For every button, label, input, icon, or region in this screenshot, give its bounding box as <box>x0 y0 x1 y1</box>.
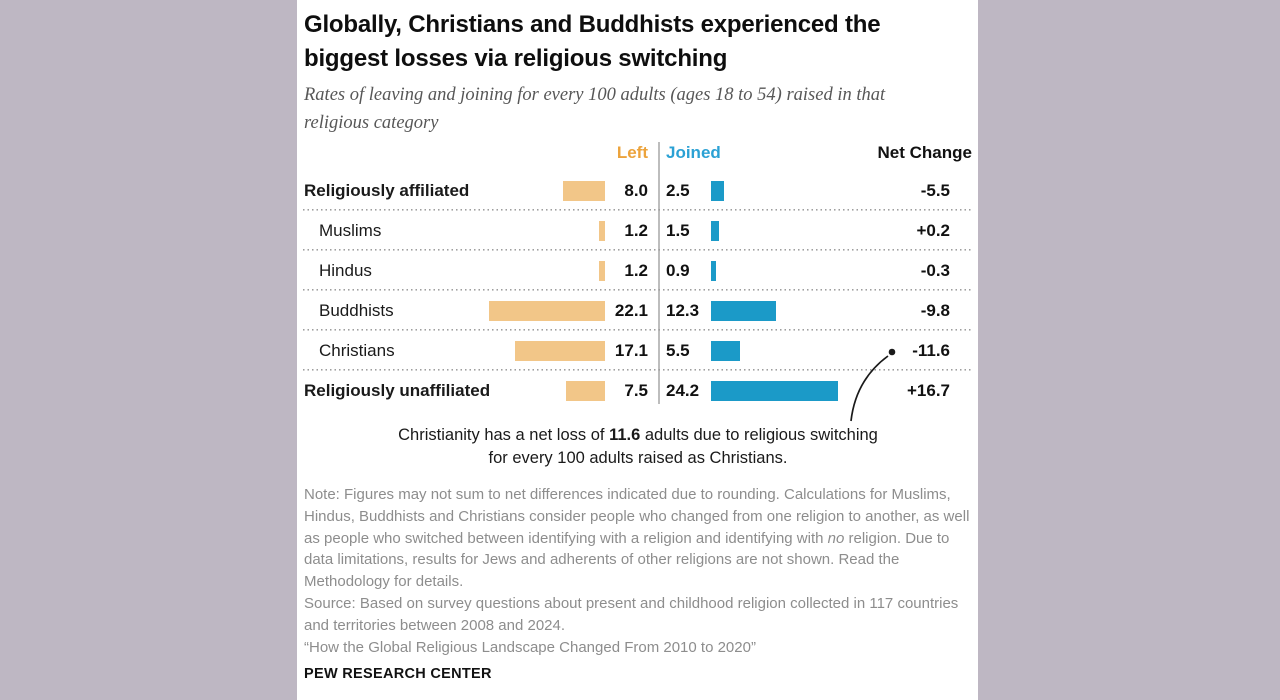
callout-annotation: Christianity has a net loss of 11.6 adul… <box>397 424 879 470</box>
left-value: 17.1 <box>614 341 648 360</box>
chart-card: Globally, Christians and Buddhists exper… <box>297 0 978 700</box>
joined-value: 1.5 <box>666 221 690 240</box>
joined-value: 2.5 <box>666 181 690 200</box>
annotation-text-after: adults due to religious switching for ev… <box>488 426 878 467</box>
note-text: Note: Figures may not sum to net differe… <box>304 484 971 593</box>
note-text-before: Note: Figures may not sum to net differe… <box>304 486 970 547</box>
left-value: 1.2 <box>624 261 648 280</box>
table-row: Buddhists 22.1 12.3 -9.8 <box>297 291 978 331</box>
left-value: 22.1 <box>614 301 648 320</box>
source-text: Source: Based on survey questions about … <box>304 595 959 634</box>
chart-subtitle: Rates of leaving and joining for every 1… <box>304 85 886 133</box>
net-change-value: +0.2 <box>916 221 950 240</box>
row-label: Buddhists <box>319 301 394 320</box>
left-value: 1.2 <box>624 221 648 240</box>
column-header-left: Left <box>616 143 648 162</box>
joined-bar <box>711 221 719 241</box>
chart-title: Globally, Christians and Buddhists exper… <box>304 11 881 72</box>
table-row: Religiously unaffiliated 7.5 24.2 +16.7 <box>297 371 978 411</box>
left-bar <box>488 301 605 321</box>
column-divider-line <box>658 142 660 404</box>
note-text-after: religion. Due to data limitations, resul… <box>304 529 950 591</box>
table-row: Religiously affiliated 8.0 2.5 -5.5 <box>297 171 978 211</box>
row-label: Muslims <box>319 221 382 240</box>
left-value: 8.0 <box>624 181 648 200</box>
pew-research-center-wordmark: PEW RESEARCH CENTER <box>304 666 492 682</box>
note-text-italic: no <box>827 529 845 547</box>
left-value: 7.5 <box>624 381 648 400</box>
net-change-value: -11.6 <box>912 341 950 360</box>
left-bar <box>563 181 605 201</box>
bar-table: Religiously affiliated 8.0 2.5 -5.5 Muslims 1… <box>297 171 978 411</box>
net-change-value: -9.8 <box>920 301 950 320</box>
net-change-value: +16.7 <box>906 381 950 400</box>
left-bar <box>598 261 605 281</box>
column-headers: Left Joined Net Change <box>297 143 978 165</box>
net-change-value: -0.3 <box>920 261 950 280</box>
row-label: Christians <box>319 341 395 360</box>
joined-bar <box>711 181 725 201</box>
joined-value: 12.3 <box>666 301 700 320</box>
joined-value: 0.9 <box>666 261 690 280</box>
net-change-value: -5.5 <box>920 181 950 200</box>
joined-value: 5.5 <box>666 341 690 360</box>
row-label: Religiously affiliated <box>304 181 470 200</box>
left-bar <box>565 381 605 401</box>
left-bar <box>515 341 605 361</box>
joined-bar <box>711 381 839 401</box>
row-label: Hindus <box>319 261 372 280</box>
joined-bar <box>711 261 716 281</box>
column-header-joined: Joined <box>666 143 721 162</box>
table-row: Hindus 1.2 0.9 -0.3 <box>297 251 978 291</box>
column-header-net-change: Net Change <box>877 143 972 162</box>
joined-value: 24.2 <box>666 381 700 400</box>
annotation-text-before: Christianity has a net loss of <box>398 426 610 444</box>
report-title-text: “How the Global Religious Landscape Chan… <box>304 639 756 656</box>
table-row: Muslims 1.2 1.5 +0.2 <box>297 211 978 251</box>
left-bar <box>598 221 605 241</box>
row-label: Religiously unaffiliated <box>304 381 491 400</box>
joined-bar <box>711 301 776 321</box>
joined-bar <box>711 341 740 361</box>
annotation-value: 11.6 <box>609 426 641 444</box>
table-row: Christians 17.1 5.5 -11.6 <box>297 331 978 371</box>
